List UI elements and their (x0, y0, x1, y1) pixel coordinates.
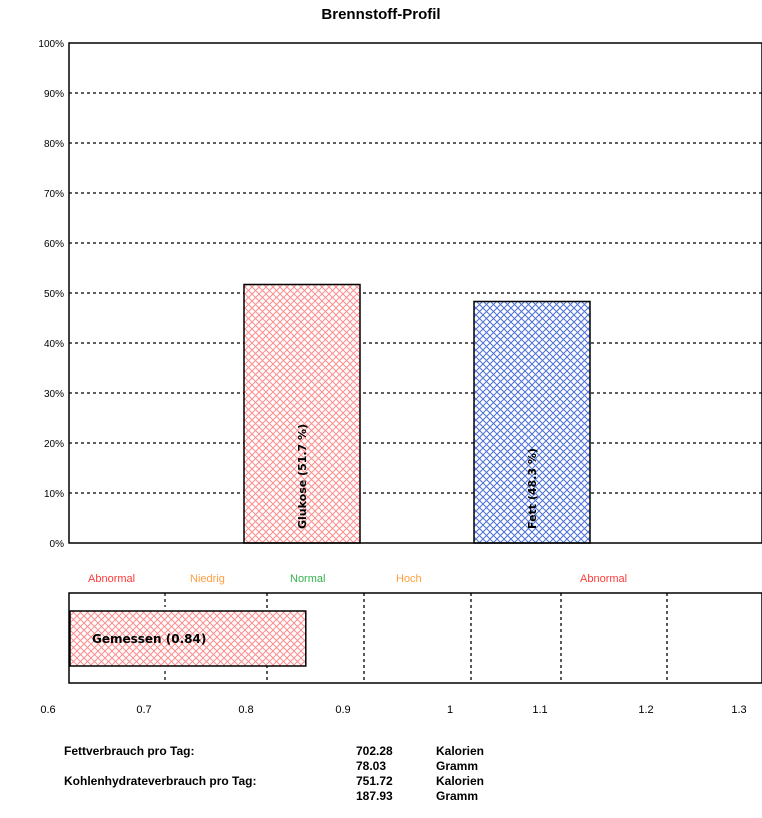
x-tick-label: 0.7 (136, 704, 151, 716)
x-tick-label: 1.2 (638, 704, 653, 716)
stat-unit: Gramm (436, 759, 478, 774)
zone-label-abnormal-high: Abnormal (580, 573, 627, 585)
zone-label-niedrig: Niedrig (190, 573, 225, 585)
zone-label-abnormal-low: Abnormal (88, 573, 135, 585)
zone-label-normal: Normal (290, 573, 325, 585)
zone-label-hoch: Hoch (396, 573, 422, 585)
bar-label: Gemessen (0.84) (92, 632, 206, 646)
stat-unit: Kalorien (436, 774, 484, 789)
stat-label: Fettverbrauch pro Tag: (64, 744, 194, 759)
stat-label: Kohlenhydrateverbrauch pro Tag: (64, 774, 256, 789)
x-tick-label: 1.3 (731, 704, 746, 716)
x-tick-label: 1.1 (532, 704, 547, 716)
x-tick-label: 0.9 (335, 704, 350, 716)
stat-unit: Kalorien (436, 744, 484, 759)
x-tick-label: 0.6 (40, 704, 55, 716)
stat-unit: Gramm (436, 789, 478, 804)
x-tick-label: 0.8 (238, 704, 253, 716)
x-tick-label: 1 (447, 704, 453, 716)
stat-value: 702.28 (356, 744, 393, 759)
stat-value: 187.93 (356, 789, 393, 804)
stat-value: 78.03 (356, 759, 386, 774)
stat-value: 751.72 (356, 774, 393, 789)
